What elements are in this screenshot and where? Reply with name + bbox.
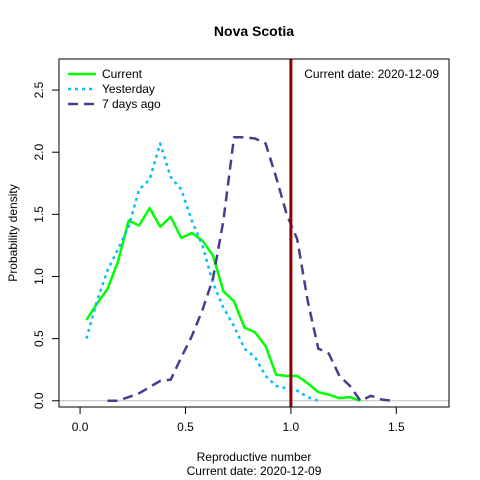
legend-label-3: 7 days ago [102, 97, 161, 111]
x-axis-label: Reproductive number [197, 450, 312, 464]
series-line-3 [107, 136, 393, 403]
y-tick-label: 0.0 [32, 392, 46, 409]
y-tick-label: 0.5 [32, 330, 46, 347]
legend-label-1: Current [102, 67, 143, 81]
y-tick-label: 2.0 [32, 144, 46, 161]
x-axis-sublabel: Current date: 2020-12-09 [187, 464, 322, 478]
y-axis: 0.0 0.5 1.0 1.5 2.0 2.5 [32, 81, 60, 409]
x-tick-label: 1.5 [388, 420, 405, 434]
y-tick-label: 1.5 [32, 206, 46, 223]
x-tick-label: 1.0 [283, 420, 300, 434]
current-date-annotation: Current date: 2020-12-09 [304, 67, 439, 81]
y-axis-label: Probability density [6, 184, 20, 281]
series-layer [85, 136, 393, 403]
x-tick-label: 0.0 [72, 420, 89, 434]
plot-frame [58, 58, 450, 408]
y-tick-label: 1.0 [32, 268, 46, 285]
series-line-1 [85, 206, 361, 402]
y-tick-label: 2.5 [32, 81, 46, 98]
plot-area [58, 58, 450, 408]
legend-label-2: Yesterday [102, 82, 155, 96]
x-tick-label: 0.5 [177, 420, 194, 434]
series-line-2 [85, 142, 319, 402]
x-axis: 0.0 0.5 1.0 1.5 [72, 406, 405, 434]
chart-title: Nova Scotia [214, 23, 294, 39]
